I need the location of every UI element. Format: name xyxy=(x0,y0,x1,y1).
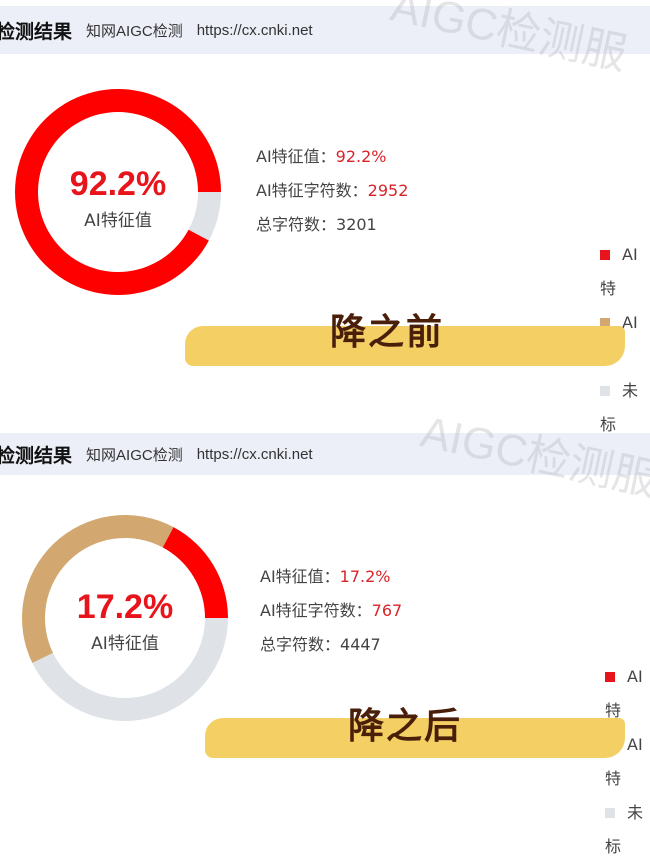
header-url[interactable]: https://cx.cnki.net xyxy=(196,21,313,39)
center-label: AI特征值 xyxy=(91,634,159,654)
legend-item-ai: AI特 xyxy=(600,245,638,298)
stat-total-chars: 总字符数：4447 xyxy=(260,635,381,654)
stamp-label: 降之前 xyxy=(330,312,445,353)
header-product: 知网AIGC检测 xyxy=(86,446,183,464)
donut-slice-unmarked xyxy=(32,618,228,721)
header-url[interactable]: https://cx.cnki.net xyxy=(196,445,313,463)
result-panel-after: 检测结果 知网AIGC检测 https://cx.cnki.net AIGC检测… xyxy=(0,400,650,866)
result-header: 检测结果 知网AIGC检测 https://cx.cnki.net xyxy=(0,6,650,54)
header-product: 知网AIGC检测 xyxy=(86,22,183,40)
center-value: 17.2% xyxy=(76,588,174,626)
stat-ai-chars: AI特征字符数：767 xyxy=(260,601,403,620)
legend-item-unmarked: 未标 xyxy=(600,381,639,434)
donut-slice-ai xyxy=(162,527,228,618)
legend-item-unmarked: 未标 xyxy=(605,803,644,856)
stat-ai-value: AI特征值：17.2% xyxy=(260,567,391,586)
stamp-label: 降之后 xyxy=(348,706,463,747)
legend: AI特 AI特 未标 xyxy=(605,660,650,864)
legend-item-ai: AI特 xyxy=(605,667,643,720)
donut-slice-suspect xyxy=(21,515,174,664)
stat-ai-value: AI特征值：92.2% xyxy=(256,147,387,166)
brush-stroke xyxy=(205,718,625,758)
watermark: AIGC检测服 xyxy=(416,407,650,506)
header-title: 检测结果 xyxy=(0,20,73,43)
donut-chart xyxy=(15,88,222,295)
stats-list: AI特征值：92.2% AI特征字符数：2952 总字符数：3201 xyxy=(256,140,408,242)
donut-chart xyxy=(21,515,228,721)
center-label: AI特征值 xyxy=(84,211,152,231)
center-value: 92.2% xyxy=(69,165,167,203)
result-header: 检测结果 知网AIGC检测 https://cx.cnki.net xyxy=(0,433,650,475)
stat-ai-chars: AI特征字符数：2952 xyxy=(256,181,409,200)
stat-total-chars: 总字符数：3201 xyxy=(256,215,377,234)
brush-stroke xyxy=(185,326,625,366)
stats-list: AI特征值：17.2% AI特征字符数：767 总字符数：4447 xyxy=(260,560,402,662)
donut-slice-unmarked xyxy=(188,192,221,241)
result-panel-before: 检测结果 知网AIGC检测 https://cx.cnki.net AIGC检测… xyxy=(0,0,650,434)
header-title: 检测结果 xyxy=(0,444,73,467)
